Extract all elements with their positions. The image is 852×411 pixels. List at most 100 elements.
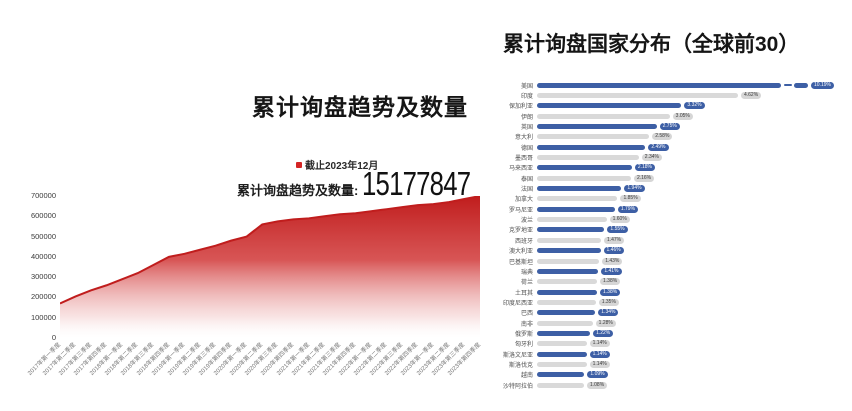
value-badge: 1.41%: [601, 267, 622, 275]
value-badge: 1.08%: [586, 381, 608, 389]
value-badge: 1.94%: [624, 185, 645, 193]
country-label: 斯洛伐克: [508, 362, 533, 369]
bar: [537, 155, 639, 161]
bar: [537, 310, 596, 316]
country-label: 越南: [520, 373, 533, 380]
bar-track: 2.34%: [537, 154, 847, 162]
country-label: 加拿大: [514, 197, 533, 204]
asof-line: 截止2023年12月: [296, 157, 378, 172]
red-square-icon: [296, 161, 302, 168]
bar: [537, 217, 607, 223]
bar-track: 2.18%: [537, 164, 847, 172]
axis-break-icon: [783, 84, 792, 86]
bar-row: 巴西 1.34%: [487, 308, 847, 318]
value-badge: 1.14%: [589, 340, 610, 348]
bar: [537, 382, 584, 388]
bar: [537, 279, 598, 285]
bar-track: 1.28%: [537, 319, 847, 327]
bar: [537, 124, 657, 130]
trend-area-chart: [60, 196, 480, 338]
bar-row: 英国 2.75%: [487, 121, 847, 131]
country-label: 英国: [520, 125, 533, 132]
bar-track: 1.41%: [537, 267, 847, 275]
bar-row: 马来西亚 2.18%: [487, 163, 847, 173]
country-label: 保加利亚: [508, 104, 533, 111]
bar: [537, 299, 596, 305]
bar-track: 2.58%: [537, 133, 847, 141]
value-badge: 1.35%: [598, 298, 619, 306]
bar-track: 2.16%: [537, 174, 847, 182]
bar-track: 1.79%: [537, 205, 847, 213]
country-label: 伊朗: [520, 114, 533, 121]
y-tick-label: 100000: [30, 312, 56, 322]
country-label: 克罗地亚: [508, 228, 533, 235]
country-label: 俄罗斯: [514, 331, 533, 338]
bar-row: 墨西哥 2.34%: [487, 152, 847, 162]
bar-track: 1.43%: [537, 257, 847, 265]
bar: [794, 82, 808, 88]
y-tick-label: 0: [51, 333, 56, 342]
bar-row: 克罗地亚 1.55%: [487, 225, 847, 235]
value-badge: 2.34%: [641, 154, 662, 162]
trend-x-axis: 2017年第一季度 2017年第二季度 2017年第三季度 2017年第四季度 2018…: [27, 341, 482, 409]
y-tick-label: 700000: [30, 191, 56, 200]
value-badge: 10.19%: [811, 81, 834, 89]
asof-label: 截止2023年12月: [305, 161, 379, 172]
bar-row: 意大利 2.58%: [487, 132, 847, 142]
value-badge: 2.58%: [652, 133, 673, 141]
bar: [537, 196, 618, 202]
value-badge: 1.34%: [598, 309, 619, 317]
country-label: 印度尼西亚: [502, 300, 533, 307]
bar-row: 伊朗 3.05%: [487, 111, 847, 121]
bar: [537, 341, 587, 347]
bar-track: 4.62%: [537, 92, 847, 100]
bar-track: 1.38%: [537, 278, 847, 286]
country-label: 美国: [520, 83, 533, 90]
bar-row: 保加利亚 3.32%: [487, 101, 847, 111]
bar-track: 1.47%: [537, 236, 847, 244]
country-label: 沙特阿拉伯: [502, 383, 533, 390]
bar-track: 3.32%: [537, 102, 847, 110]
bar-track: 1.38%: [537, 288, 847, 296]
value-badge: 2.16%: [633, 174, 655, 182]
bar-row: 沙特阿拉伯 1.08%: [487, 380, 847, 390]
country-label: 马来西亚: [508, 166, 533, 173]
y-tick-label: 300000: [30, 272, 56, 282]
bar: [537, 237, 601, 243]
value-badge: 1.47%: [603, 236, 625, 244]
bar-row: 加拿大 1.85%: [487, 194, 847, 204]
y-tick-label: 200000: [30, 292, 56, 302]
value-badge: 1.38%: [600, 278, 621, 286]
country-chart-title: 累计询盘国家分布（全球前30）: [503, 33, 800, 56]
value-badge: 1.43%: [602, 257, 623, 265]
country-label: 法国: [520, 187, 533, 194]
y-tick-label: 600000: [30, 211, 56, 221]
value-badge: 1.22%: [593, 329, 614, 337]
country-label: 意大利: [514, 135, 533, 142]
bar-row: 荷兰 1.38%: [487, 277, 847, 287]
bar-row: 美国 10.19%: [487, 80, 847, 90]
bar-row: 罗马尼亚 1.79%: [487, 204, 847, 214]
bar-track: 1.08%: [537, 381, 847, 389]
value-badge: 2.75%: [659, 123, 680, 131]
bar: [537, 372, 585, 378]
bar-track: 1.09%: [537, 371, 847, 379]
bar: [537, 289, 598, 295]
country-label: 泰国: [520, 176, 533, 183]
bar: [537, 113, 670, 119]
bar-row: 匈牙利 1.14%: [487, 339, 847, 349]
bar-track: 1.94%: [537, 185, 847, 193]
bar-track: 1.85%: [537, 195, 847, 203]
value-badge: 1.46%: [603, 247, 624, 255]
country-label: 罗马尼亚: [508, 207, 533, 214]
bar-row: 德国 2.49%: [487, 142, 847, 152]
bar-row: 斯洛伐克 1.14%: [487, 359, 847, 369]
bar-row: 南非 1.28%: [487, 318, 847, 328]
bar-row: 澳大利亚 1.46%: [487, 246, 847, 256]
country-label: 澳大利亚: [508, 249, 533, 256]
bar-row: 印度 4.62%: [487, 90, 847, 100]
area-top-line: [60, 196, 480, 305]
country-label: 斯洛文尼亚: [502, 352, 533, 359]
trend-y-axis: 700000 600000 500000 400000 300000 200000 1000…: [8, 192, 56, 344]
bar-row: 印度尼西亚 1.35%: [487, 297, 847, 307]
